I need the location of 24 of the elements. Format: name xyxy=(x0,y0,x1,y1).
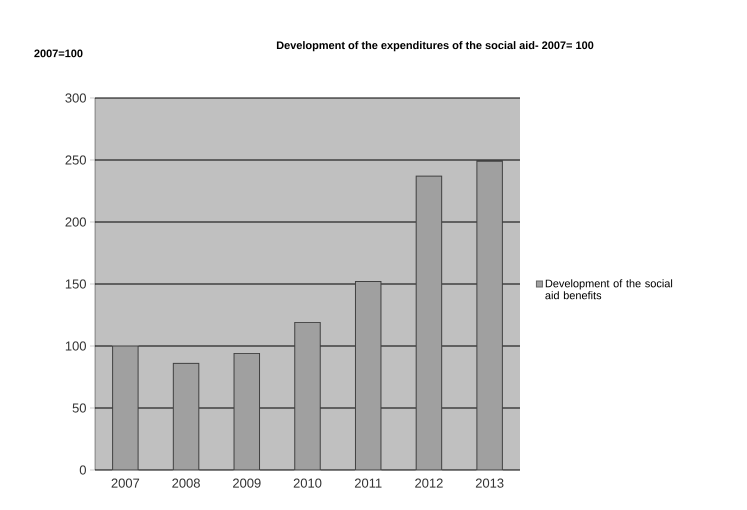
x-tick-label: 2013 xyxy=(476,478,504,488)
x-tick-label: 2010 xyxy=(294,478,322,488)
x-tick-label: 2007 xyxy=(112,478,140,488)
x-tick-label: 2008 xyxy=(172,478,200,488)
bar xyxy=(172,362,200,470)
bar xyxy=(416,176,442,470)
legend-label: Development of the social aid benefits xyxy=(545,279,672,300)
y-tick-label: 0 xyxy=(80,465,86,475)
y-tick-label: 200 xyxy=(66,217,86,227)
chart-title: Development of the expenditures of the social aid- 2007= 100 xyxy=(276,41,594,52)
bar xyxy=(476,160,503,470)
x-tick-label: 2009 xyxy=(233,478,261,488)
y-tick-label: 100 xyxy=(66,341,86,351)
y-tick-label: 250 xyxy=(66,155,86,165)
y-tick-label: 150 xyxy=(66,279,86,289)
bar xyxy=(354,281,382,470)
y-tick-label: 50 xyxy=(72,403,86,413)
y-axis-title: 2007=100 xyxy=(34,50,83,58)
bar xyxy=(294,322,321,470)
y-tick-label: 300 xyxy=(65,93,86,103)
bar xyxy=(234,352,260,470)
x-tick-label: 2011 xyxy=(354,478,382,488)
x-tick-label: 2012 xyxy=(415,478,443,488)
bar xyxy=(112,346,139,470)
